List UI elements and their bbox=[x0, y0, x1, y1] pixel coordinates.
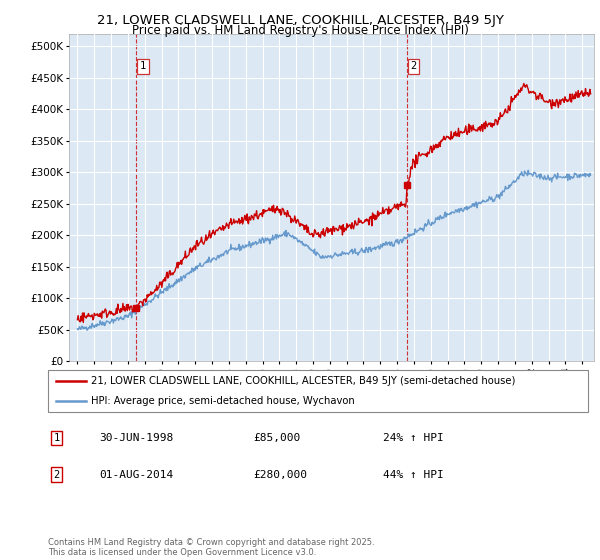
Text: 24% ↑ HPI: 24% ↑ HPI bbox=[383, 433, 443, 443]
Text: £85,000: £85,000 bbox=[253, 433, 301, 443]
Text: £280,000: £280,000 bbox=[253, 470, 307, 479]
Text: Contains HM Land Registry data © Crown copyright and database right 2025.
This d: Contains HM Land Registry data © Crown c… bbox=[48, 538, 374, 557]
Text: 1: 1 bbox=[140, 62, 146, 71]
Text: 44% ↑ HPI: 44% ↑ HPI bbox=[383, 470, 443, 479]
Text: 1: 1 bbox=[53, 433, 59, 443]
Text: HPI: Average price, semi-detached house, Wychavon: HPI: Average price, semi-detached house,… bbox=[91, 396, 355, 406]
Text: 21, LOWER CLADSWELL LANE, COOKHILL, ALCESTER, B49 5JY (semi-detached house): 21, LOWER CLADSWELL LANE, COOKHILL, ALCE… bbox=[91, 376, 515, 386]
Text: 30-JUN-1998: 30-JUN-1998 bbox=[100, 433, 173, 443]
Text: 01-AUG-2014: 01-AUG-2014 bbox=[100, 470, 173, 479]
Text: Price paid vs. HM Land Registry's House Price Index (HPI): Price paid vs. HM Land Registry's House … bbox=[131, 24, 469, 36]
FancyBboxPatch shape bbox=[48, 370, 588, 412]
Text: 2: 2 bbox=[53, 470, 59, 479]
Text: 21, LOWER CLADSWELL LANE, COOKHILL, ALCESTER, B49 5JY: 21, LOWER CLADSWELL LANE, COOKHILL, ALCE… bbox=[97, 14, 503, 27]
Text: 2: 2 bbox=[410, 62, 416, 71]
